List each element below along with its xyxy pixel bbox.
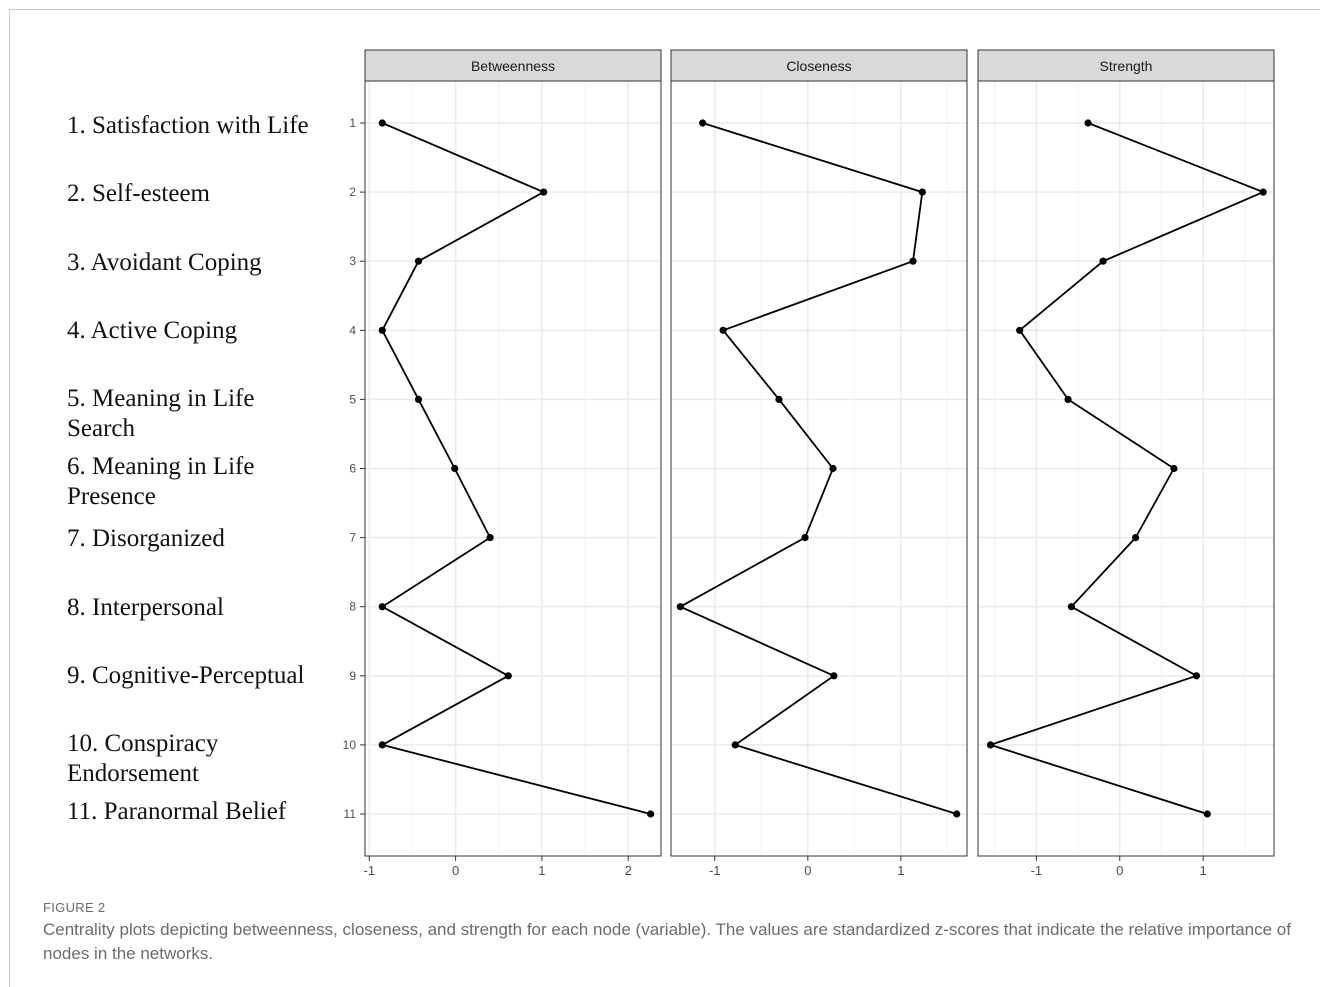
closeness-point xyxy=(953,810,961,818)
closeness-point xyxy=(676,603,684,611)
y-tick-label: 7 xyxy=(349,531,356,545)
node-label: 8. Interpersonal xyxy=(67,594,224,621)
y-tick-label: 1 xyxy=(349,116,356,130)
y-tick-label: 3 xyxy=(349,254,356,268)
strength-point xyxy=(1064,395,1072,403)
closeness-x-tick-label: 1 xyxy=(897,863,904,878)
y-tick-label: 6 xyxy=(349,462,356,476)
closeness-point xyxy=(719,326,727,334)
closeness-point xyxy=(775,395,783,403)
betweenness-point xyxy=(378,741,386,749)
y-tick-label: 5 xyxy=(349,392,356,406)
betweenness-x-tick-label: -1 xyxy=(364,863,376,878)
betweenness-strip-title: Betweenness xyxy=(471,58,555,74)
strength-x-tick-label: -1 xyxy=(1031,863,1043,878)
betweenness-x-tick-label: 0 xyxy=(452,863,459,878)
strength-point xyxy=(1016,326,1024,334)
figure-frame xyxy=(9,9,1320,987)
node-label: 6. Meaning in Life Presence xyxy=(67,453,255,510)
y-tick-label: 2 xyxy=(349,185,356,199)
y-tick-label: 10 xyxy=(343,738,357,752)
closeness-point xyxy=(830,672,838,680)
strength-point xyxy=(1170,464,1178,473)
strength-x-tick-label: 1 xyxy=(1200,863,1207,878)
closeness-point xyxy=(829,464,837,473)
betweenness-point xyxy=(378,603,386,611)
figure-label: FIGURE 2 xyxy=(43,900,106,915)
node-label: 5. Meaning in Life Search xyxy=(67,385,255,442)
node-label: 11. Paranormal Belief xyxy=(67,798,287,825)
y-tick-label: 8 xyxy=(349,600,356,614)
closeness-point xyxy=(801,534,809,542)
betweenness-point xyxy=(486,534,494,542)
node-label: 10. Conspiracy Endorsement xyxy=(67,730,219,787)
node-label: 9. Cognitive-Perceptual xyxy=(67,662,305,689)
closeness-strip xyxy=(670,49,968,82)
node-label: 4. Active Coping xyxy=(67,317,238,344)
figure-caption: Centrality plots depicting betweenness, … xyxy=(43,920,1291,963)
strength-strip-title: Strength xyxy=(1100,58,1153,74)
centrality-chart: Betweenness-1 0 1 21234567891011Closeness-1… xyxy=(343,49,1275,878)
closeness-point xyxy=(731,741,739,749)
strength-point xyxy=(1192,672,1201,680)
strength-point xyxy=(1067,603,1075,611)
y-tick-label: 11 xyxy=(344,807,357,821)
betweenness-point xyxy=(378,119,386,127)
betweenness-point xyxy=(504,672,512,680)
strength-point xyxy=(1203,810,1211,818)
node-label: 7. Disorganized xyxy=(67,525,225,552)
closeness-x-tick-label: 0 xyxy=(804,863,811,878)
strength-x-tick-label: 0 xyxy=(1116,863,1123,878)
y-tick-label: 4 xyxy=(349,323,356,337)
strength-point xyxy=(1084,119,1092,127)
closeness-x-tick-label: -1 xyxy=(709,863,721,878)
node-label: 1. Satisfaction with Life xyxy=(67,112,309,139)
betweenness-point xyxy=(378,326,386,334)
node-label: 2. Self-esteem xyxy=(67,180,211,207)
strength-point xyxy=(986,741,995,749)
node-label: 3. Avoidant Coping xyxy=(67,249,262,276)
betweenness-x-tick-label: 2 xyxy=(625,863,632,878)
betweenness-x-tick-label: 1 xyxy=(538,863,545,878)
betweenness-point xyxy=(451,464,459,473)
betweenness-strip xyxy=(364,49,662,82)
betweenness-point xyxy=(540,188,548,196)
closeness-point xyxy=(699,119,707,127)
betweenness-point xyxy=(647,810,655,818)
closeness-strip-title: Closeness xyxy=(786,58,851,74)
strength-strip xyxy=(977,49,1275,82)
strength-point xyxy=(1259,188,1267,196)
closeness-point xyxy=(918,188,926,196)
strength-point xyxy=(1131,534,1140,542)
betweenness-point xyxy=(414,395,423,403)
y-tick-label: 9 xyxy=(349,669,356,683)
closeness-point xyxy=(909,257,917,265)
strength-point xyxy=(1099,257,1107,265)
betweenness-point xyxy=(414,257,423,265)
